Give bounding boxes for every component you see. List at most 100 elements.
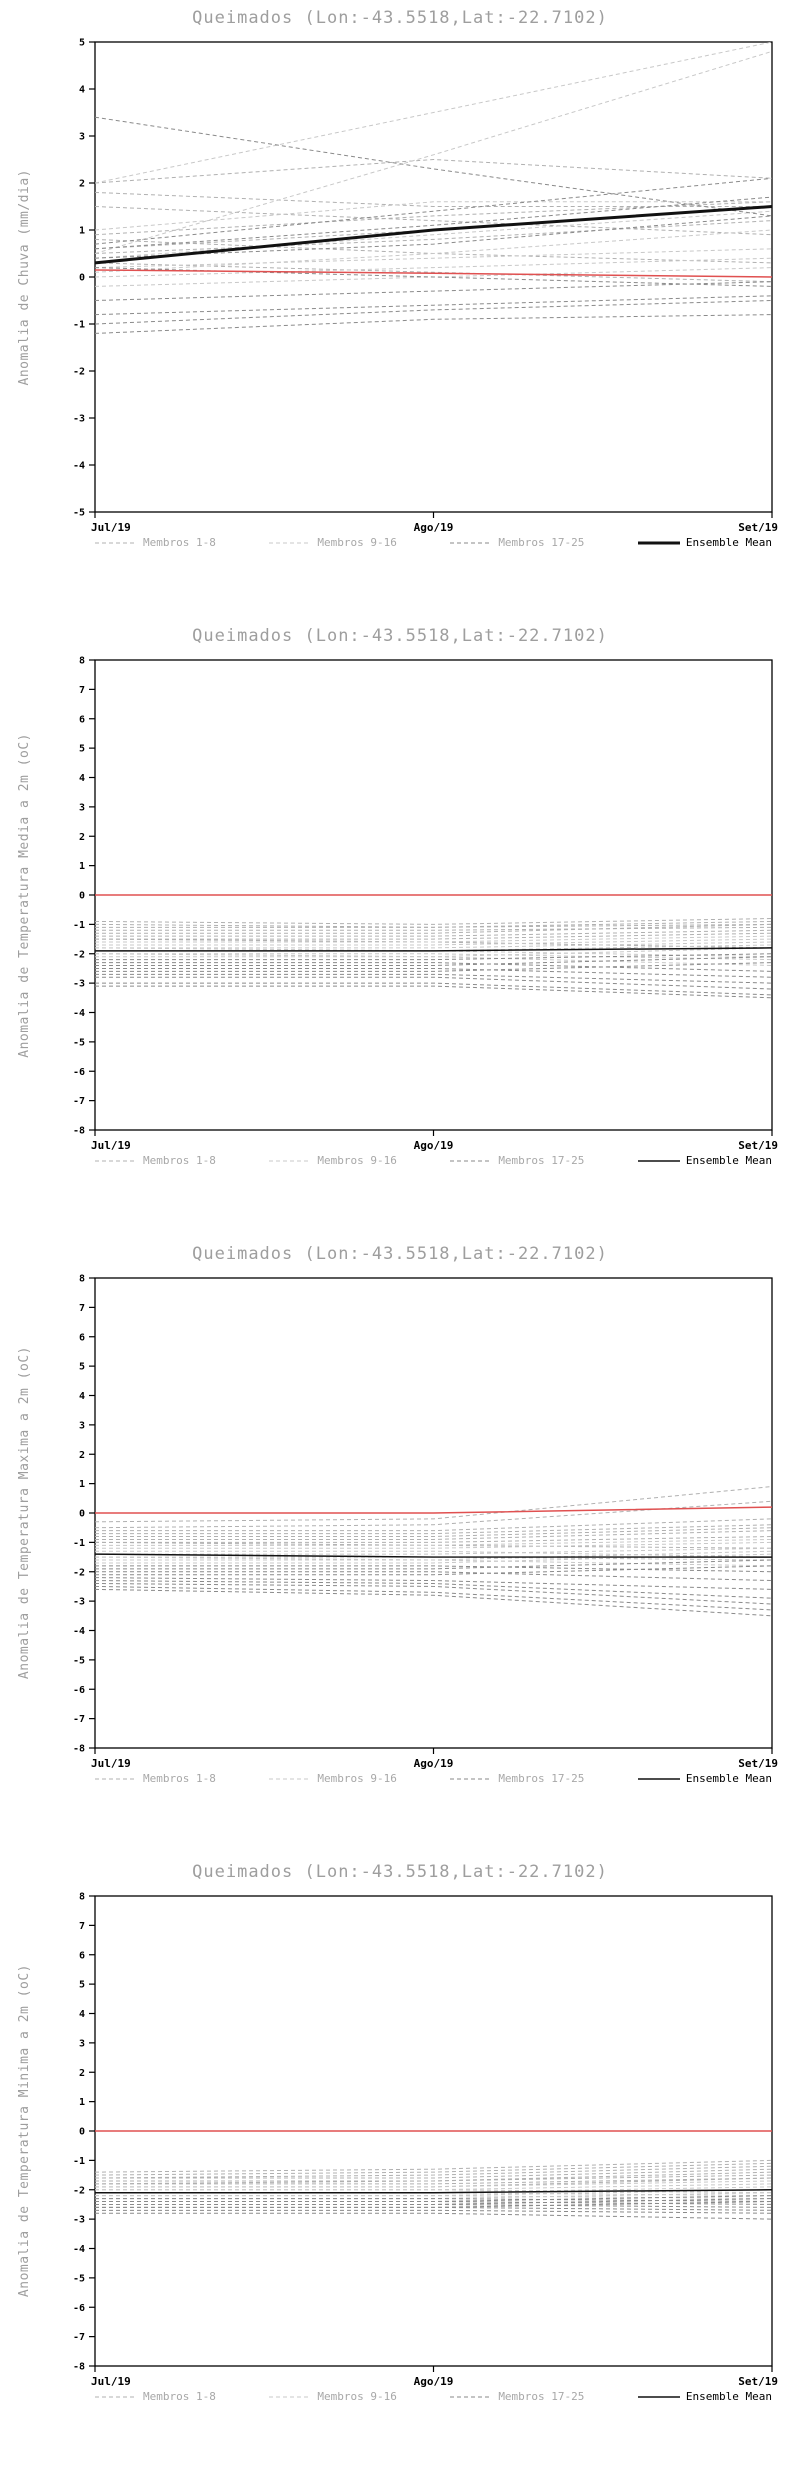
legend-item: Ensemble Mean — [637, 1154, 772, 1167]
ensemble-member-line — [94, 1583, 773, 1605]
ensemble-member-line — [95, 1553, 773, 1564]
y-tick-label: -5 — [73, 508, 85, 519]
chart-panel: -8 -7 -6 -5 -4 -3 -2 -1 0 1 2 3 4 5 6 7 8 Jul/19 Ago/19 Set… — [0, 1854, 800, 2472]
legend-row: Membros 1-8 Membros 9-16 Membros 17-25 Ense… — [95, 1154, 772, 1167]
ensemble-member-line — [95, 938, 773, 946]
y-tick-label: -3 — [73, 979, 85, 990]
ensemble-member-line — [95, 1559, 773, 1567]
ensemble-member-line — [94, 2159, 773, 2173]
y-axis-label-wrap: Anomalia de Temperatura Media a 2m (oC) — [12, 660, 36, 1130]
ensemble-member-line — [95, 985, 773, 999]
legend-row: Membros 1-8 Membros 9-16 Membros 17-25 Ense… — [95, 536, 772, 549]
chart-title: Queimados (Lon:-43.5518,Lat:-22.7102) — [192, 1862, 608, 1882]
y-tick-label: -4 — [73, 461, 85, 472]
x-tick-label: Set/19 — [738, 1139, 778, 1152]
y-tick-label: -5 — [73, 1037, 85, 1048]
x-tick-label: Jul/19 — [91, 2375, 131, 2388]
y-tick-label: 3 — [79, 802, 85, 813]
y-tick-label: 2 — [79, 179, 85, 190]
y-tick-label: 6 — [79, 1950, 85, 1961]
y-tick-label: -2 — [73, 1567, 85, 1578]
legend-line-sample — [269, 2396, 312, 2397]
legend-label: Membros 1-8 — [143, 2390, 216, 2403]
y-tick-label: -7 — [73, 1096, 85, 1107]
ensemble-member-line — [95, 976, 773, 990]
legend-label: Ensemble Mean — [685, 536, 772, 549]
legend-line-sample — [450, 1778, 493, 1779]
ensemble-member-line — [95, 1527, 773, 1537]
y-tick-label: -7 — [73, 2332, 85, 2343]
y-tick-label: -4 — [73, 1008, 85, 1019]
y-tick-label: 6 — [79, 714, 85, 725]
ensemble-member-line — [94, 262, 773, 283]
y-tick-label: 5 — [79, 38, 85, 49]
legend-label: Membros 1-8 — [143, 1772, 216, 1785]
legend-row: Membros 1-8 Membros 9-16 Membros 17-25 Ense… — [95, 2390, 772, 2403]
legend-line-sample — [269, 1778, 312, 1779]
ensemble-member-line — [95, 941, 773, 949]
y-tick-label: 8 — [79, 1274, 85, 1285]
ensemble-member-line — [94, 201, 772, 231]
ensemble-member-line — [95, 2209, 773, 2214]
x-tick-label: Ago/19 — [414, 521, 454, 534]
y-tick-label: 0 — [79, 891, 85, 902]
ensemble-member-line — [94, 196, 773, 250]
legend-item: Ensemble Mean — [637, 536, 772, 549]
ensemble-member-line — [95, 935, 773, 943]
legend-line-sample — [95, 1160, 137, 1161]
y-axis-label: Anomalia de Temperatura Maxima a 2m (oC) — [16, 1346, 32, 1680]
ensemble-member-line — [94, 314, 773, 334]
y-tick-label: -1 — [73, 920, 85, 931]
y-tick-label: 5 — [79, 744, 85, 755]
y-tick-label: 4 — [79, 2009, 85, 2020]
legend-line-sample — [450, 542, 493, 543]
reference-line — [95, 1506, 773, 1514]
y-axis-label: Anomalia de Chuva (mm/dia) — [16, 168, 32, 386]
y-tick-label: 2 — [79, 832, 85, 843]
y-axis-label: Anomalia de Temperatura Media a 2m (oC) — [16, 732, 32, 1058]
ensemble-member-line — [95, 1530, 773, 1540]
legend-row: Membros 1-8 Membros 9-16 Membros 17-25 Ense… — [95, 1772, 772, 1785]
ensemble-member-line — [94, 918, 773, 925]
legend-line-sample — [450, 1160, 493, 1161]
legend-label: Membros 9-16 — [317, 536, 397, 549]
ensemble-member-line — [94, 1500, 773, 1529]
y-tick-label: 2 — [79, 2068, 85, 2079]
chart-panel: -8 -7 -6 -5 -4 -3 -2 -1 0 1 2 3 4 5 6 7 8 Jul/19 Ago/19 Set… — [0, 618, 800, 1236]
legend-line-sample — [637, 2395, 680, 2398]
ensemble-member-line — [94, 295, 773, 316]
chart-panel: -5 -4 -3 -2 -1 0 1 2 3 4 5 Jul/19 Ago/19 Set/19 Queim… — [0, 0, 800, 618]
ensemble-member-line — [94, 41, 773, 184]
y-tick-label: 1 — [79, 1479, 85, 1490]
ensemble-member-line — [95, 2198, 773, 2202]
ensemble-member-line — [95, 2203, 773, 2208]
ensemble-member-line — [94, 158, 773, 184]
y-tick-label: -6 — [73, 2303, 85, 2314]
legend-item: Membros 17-25 — [450, 2390, 584, 2403]
y-tick-label: -1 — [73, 2156, 85, 2167]
ensemble-member-line — [95, 2206, 773, 2211]
legend-item: Membros 1-8 — [95, 536, 216, 549]
y-tick-label: -8 — [73, 1744, 85, 1755]
y-tick-label: -2 — [73, 949, 85, 960]
legend-label: Membros 1-8 — [143, 1154, 216, 1167]
y-tick-label: 1 — [79, 2097, 85, 2108]
legend-label: Membros 9-16 — [317, 1154, 397, 1167]
y-tick-label: -5 — [73, 2273, 85, 2284]
ensemble-mean-line — [94, 205, 773, 265]
ensemble-member-line — [95, 982, 773, 996]
y-tick-label: 1 — [79, 226, 85, 237]
y-tick-label: -3 — [73, 1597, 85, 1608]
ensemble-member-line — [95, 932, 773, 940]
ensemble-member-line — [94, 2162, 773, 2176]
ensemble-mean-line — [95, 947, 773, 952]
legend-item: Membros 9-16 — [269, 536, 397, 549]
y-tick-label: 2 — [79, 1450, 85, 1461]
legend-line-sample — [95, 542, 137, 543]
legend-item: Membros 1-8 — [95, 2390, 216, 2403]
ensemble-member-line — [95, 2212, 773, 2220]
y-tick-label: -1 — [73, 1538, 85, 1549]
ensemble-member-line — [95, 923, 773, 928]
legend-label: Membros 9-16 — [317, 1772, 397, 1785]
ensemble-member-line — [94, 248, 773, 269]
